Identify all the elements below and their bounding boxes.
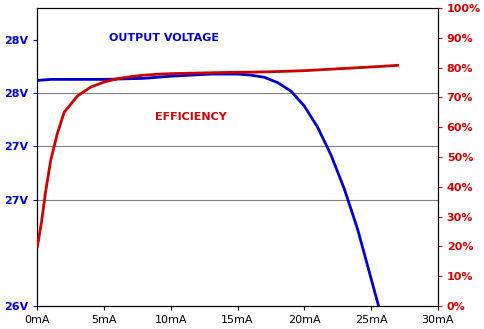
Text: OUTPUT VOLTAGE: OUTPUT VOLTAGE <box>109 33 219 43</box>
Text: EFFICIENCY: EFFICIENCY <box>155 112 227 122</box>
